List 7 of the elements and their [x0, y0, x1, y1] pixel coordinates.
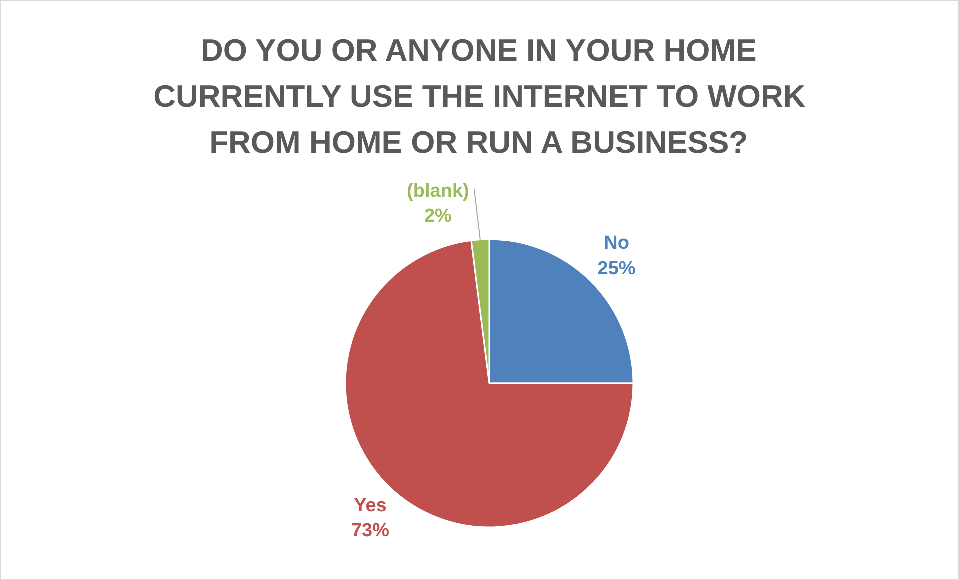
slice-label: No [604, 233, 630, 254]
data-label: 2% [424, 206, 452, 227]
data-label: 25% [598, 258, 636, 280]
data-label: 73% [351, 520, 390, 542]
slice-label: Yes [354, 495, 387, 516]
chart-title: DO YOU OR ANYONE IN YOUR HOME CURRENTLY USE THE INTERNET TO WORK FROM HOME OR RUN A BUSINESS? [154, 33, 806, 160]
slice-label: (blank) [407, 180, 470, 202]
